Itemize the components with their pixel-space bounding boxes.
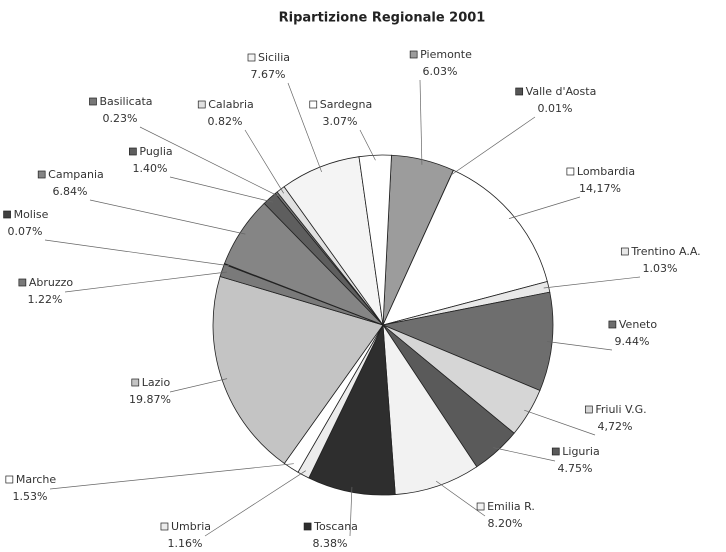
pie-slice [358, 154, 392, 326]
slice-label: Emilia R. [487, 500, 535, 513]
value-label: 14,17% [579, 182, 621, 195]
legend-marker [608, 320, 617, 329]
legend-marker [160, 522, 169, 531]
leader-line [204, 470, 306, 537]
pie-slice [308, 323, 396, 496]
chart-title: Ripartizione Regionale 2001 [279, 11, 486, 26]
slice-label: Liguria [562, 445, 599, 458]
slice-label: Abruzzo [29, 276, 74, 289]
value-label: 3.07% [323, 115, 358, 128]
legend-marker [5, 475, 14, 484]
slice-label: Veneto [619, 318, 657, 331]
legend-marker [476, 502, 485, 511]
legend-marker [3, 210, 11, 219]
leader-line [508, 196, 581, 219]
value-label: 4.75% [558, 462, 593, 475]
value-label: 1.16% [168, 537, 203, 550]
value-label: 7.67% [251, 68, 286, 81]
legend-marker [18, 278, 27, 287]
legend-marker [131, 378, 140, 387]
legend-marker [584, 405, 593, 414]
legend-marker [409, 50, 418, 59]
value-label: 6.84% [53, 185, 88, 198]
value-label: 9.44% [615, 335, 650, 348]
leader-line [169, 378, 228, 393]
slice-label: Sardegna [320, 98, 373, 111]
legend-marker [129, 147, 137, 156]
value-label: 0.23% [103, 112, 138, 125]
leader-line [44, 239, 230, 267]
value-label: 8.20% [488, 517, 523, 530]
leader-line [244, 129, 284, 194]
leader-line [435, 480, 486, 517]
leader-line [89, 199, 246, 235]
slice-label: Basilicata [99, 95, 152, 108]
legend-marker [197, 100, 206, 109]
value-label: 1.22% [28, 293, 63, 306]
leader-line [543, 276, 641, 289]
legend-marker [309, 100, 318, 109]
value-label: 8.38% [313, 537, 348, 550]
slice-label: Lazio [142, 376, 171, 389]
slice-label: Sicilia [258, 51, 290, 64]
slice-label: Calabria [208, 98, 254, 111]
leader-line [139, 126, 280, 197]
value-label: 1.40% [133, 162, 168, 175]
legend-marker [89, 97, 97, 106]
leader-line [547, 341, 613, 351]
leader-line [349, 486, 353, 537]
value-label: 0.07% [8, 225, 43, 238]
leader-line [169, 176, 274, 203]
slice-label: Trentino A.A. [630, 245, 700, 258]
slice-label: Umbria [171, 520, 211, 533]
leader-line [451, 116, 536, 176]
slice-label: Toscana [313, 520, 358, 533]
value-label: 0.01% [538, 102, 573, 115]
legend-marker [620, 247, 629, 256]
value-label: 6.03% [423, 65, 458, 78]
slice-label: Puglia [139, 145, 172, 158]
leader-line [49, 463, 294, 490]
leader-line [524, 409, 596, 436]
slice-label: Lombardia [577, 165, 635, 178]
legend-marker [303, 522, 312, 531]
pie-slice [382, 169, 548, 326]
slice-label: Campania [48, 168, 104, 181]
leader-line [287, 82, 322, 173]
value-label: 1.53% [13, 490, 48, 503]
value-label: 4,72% [598, 420, 633, 433]
leader-line [493, 447, 556, 462]
pie-slice [382, 323, 478, 495]
legend-marker [37, 170, 46, 179]
leader-line [64, 271, 227, 293]
slice-label: Valle d'Aosta [526, 85, 597, 98]
slice-label: Marche [16, 473, 57, 486]
pie-slice [212, 275, 384, 464]
value-label: 1.03% [643, 262, 678, 275]
slice-label: Friuli V.G. [595, 403, 646, 416]
legend-marker [551, 447, 560, 456]
slice-label: Molise [14, 208, 49, 221]
value-label: 0.82% [208, 115, 243, 128]
legend-marker [247, 53, 256, 62]
leader-line [359, 129, 376, 161]
legend-marker [515, 87, 524, 96]
legend-marker [566, 167, 575, 176]
leader-line [419, 79, 423, 165]
slice-label: Piemonte [420, 48, 472, 61]
value-label: 19.87% [129, 393, 171, 406]
